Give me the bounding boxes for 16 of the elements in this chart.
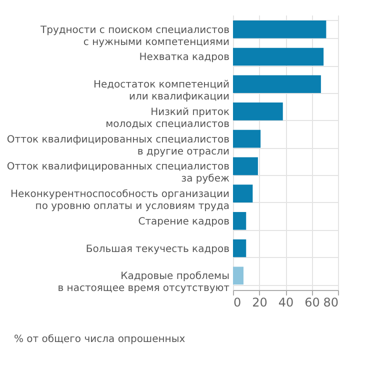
x-tick-label: 0 xyxy=(234,296,242,310)
y-tick-label: Нехватка кадров xyxy=(139,52,230,64)
y-tick-label: Неконкурентноспособность организации по уровню оплаты и условиям труда xyxy=(10,189,230,212)
y-tick-label: Старение кадров xyxy=(138,216,230,228)
x-tick-label: 20 xyxy=(252,296,268,310)
y-tick-label: Кадровые проблемы в настоящее время отсутствуют xyxy=(58,271,230,294)
y-tick-label: Отток квалифицированных специалистов в другие отрасли xyxy=(6,134,230,158)
x-tick-label: 80 xyxy=(323,296,338,310)
y-tick-label: Низкий приток молодых специалистов xyxy=(106,106,230,130)
x-tick-label: 60 xyxy=(304,296,320,310)
y-tick-label: Трудности с поиском специалистов с нужными компетенциями xyxy=(39,24,230,48)
x-tick-label: 40 xyxy=(278,296,294,310)
y-tick-label: Недостаток компетенций или квалификации xyxy=(93,80,230,103)
y-tick-label: Отток квалифицированных специалистов за рубеж xyxy=(6,162,230,185)
text: % от общего числа опрошенных xyxy=(14,334,186,345)
y-tick-label: Большая текучесть кадров xyxy=(86,244,230,255)
